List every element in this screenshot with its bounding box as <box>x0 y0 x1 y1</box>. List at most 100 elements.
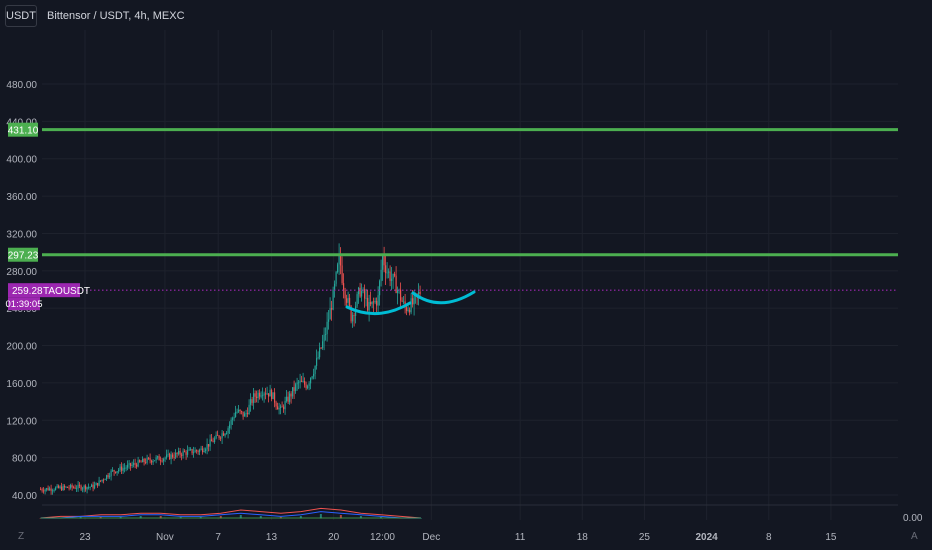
candle-body <box>182 451 184 456</box>
candle-body <box>155 457 157 461</box>
candle-body <box>103 479 105 481</box>
candle-body <box>53 490 55 491</box>
x-tick-label: 18 <box>577 532 589 543</box>
drawing-arc-right <box>411 290 476 305</box>
candle-body <box>320 347 322 349</box>
currency-badge[interactable]: USDT <box>5 5 37 27</box>
candle-body <box>259 392 261 397</box>
candle-body <box>229 424 231 429</box>
candle-body <box>382 256 384 270</box>
candle-body <box>199 449 201 452</box>
candle-body <box>238 409 240 412</box>
candle-body <box>377 295 379 306</box>
x-tick-label: 23 <box>79 532 91 543</box>
candle-body <box>347 297 349 303</box>
candle-body <box>160 460 162 462</box>
candle-body <box>325 334 327 335</box>
candle-body <box>52 490 54 492</box>
candle-body <box>59 486 61 488</box>
candle-body <box>191 449 193 454</box>
x-tick-label: 13 <box>266 532 278 543</box>
candle-body <box>364 289 366 299</box>
candle-body <box>49 488 51 491</box>
candle-body <box>133 463 135 465</box>
candle-body <box>286 396 288 402</box>
candle-body <box>226 433 228 434</box>
candle-body <box>223 433 225 436</box>
candle-body <box>148 457 150 459</box>
candle-body <box>395 275 397 293</box>
countdown-label: 01:39:05 <box>6 299 43 310</box>
candle-body <box>301 380 303 382</box>
candle-body <box>302 381 304 382</box>
x-tick-label: 8 <box>766 532 772 543</box>
candle-body <box>169 453 171 460</box>
candle-body <box>205 449 207 451</box>
candle-body <box>337 264 339 273</box>
candle-body <box>322 341 324 348</box>
level-price-label: 431.10 <box>8 126 39 137</box>
indicator-zero-label: 0.00 <box>903 513 923 524</box>
candle-body <box>124 467 126 469</box>
y-tick-label: 40.00 <box>12 491 37 502</box>
candle-body <box>284 401 286 410</box>
candle-body <box>71 485 73 488</box>
candle-body <box>407 309 409 311</box>
x-tick-label: 2024 <box>695 532 718 543</box>
candle-body <box>112 470 114 471</box>
candle-body <box>58 485 60 488</box>
candle-body <box>343 283 345 291</box>
candle-body <box>254 393 256 397</box>
candle-body <box>247 412 249 415</box>
indicator-histogram-bar <box>359 516 362 519</box>
corner-right-label[interactable]: A <box>911 531 918 542</box>
x-tick-label: 20 <box>328 532 340 543</box>
x-tick-label: Nov <box>156 532 174 543</box>
candle-body <box>166 454 168 458</box>
candle-body <box>311 376 313 379</box>
candle-body <box>194 450 196 453</box>
candle-body <box>95 483 97 486</box>
candle-body <box>358 287 360 295</box>
candle-body <box>370 302 372 305</box>
candle-body <box>394 273 396 276</box>
candle-body <box>121 466 123 471</box>
y-tick-label: 320.00 <box>6 229 37 240</box>
candle-body <box>241 411 243 412</box>
candle-body <box>359 287 361 297</box>
candle-body <box>313 373 315 377</box>
candle-body <box>280 406 282 408</box>
candle-body <box>352 315 354 322</box>
candle-body <box>170 454 172 460</box>
candle-body <box>374 300 376 303</box>
candle-body <box>89 486 91 488</box>
candle-body <box>137 460 139 467</box>
candle-body <box>218 435 220 438</box>
candle-body <box>353 315 355 316</box>
candle-body <box>190 449 192 450</box>
candle-body <box>178 450 180 454</box>
candle-body <box>257 392 259 398</box>
candle-body <box>197 451 199 452</box>
candle-body <box>80 485 82 490</box>
y-tick-label: 80.00 <box>12 454 37 465</box>
x-tick-label: 25 <box>639 532 651 543</box>
candle-body <box>209 439 211 447</box>
candle-body <box>392 273 394 279</box>
candle-body <box>143 458 145 463</box>
corner-left-label[interactable]: Z <box>18 531 25 542</box>
candle-body <box>296 382 298 385</box>
candle-body <box>208 444 210 447</box>
candle-body <box>400 289 402 301</box>
candle-body <box>76 488 78 490</box>
candle-body <box>334 283 336 290</box>
candle-body <box>295 384 297 392</box>
candle-body <box>151 460 153 463</box>
candle-body <box>107 475 109 477</box>
candle-body <box>403 301 405 303</box>
x-tick-label: 7 <box>215 532 221 543</box>
candle-body <box>131 464 133 467</box>
indicator-histogram-bar <box>319 514 322 519</box>
candle-body <box>65 486 67 488</box>
